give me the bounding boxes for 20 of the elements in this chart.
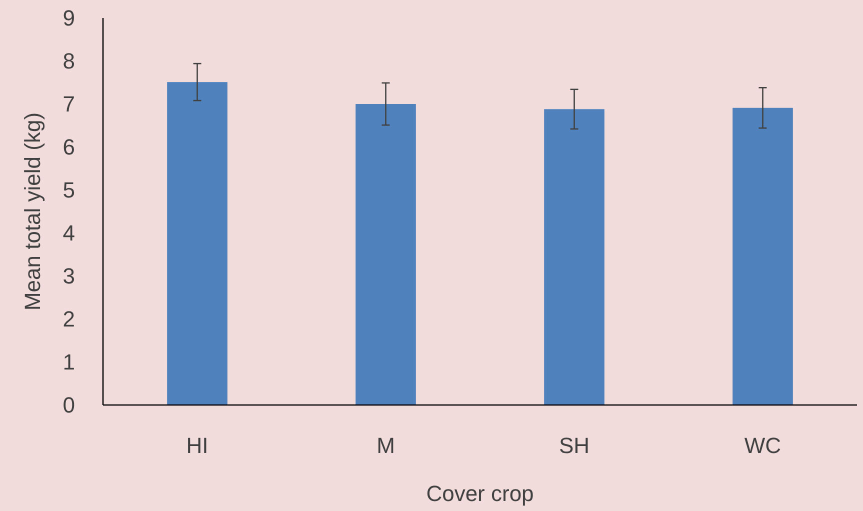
y-tick-label: 8 bbox=[62, 48, 75, 74]
bar bbox=[167, 82, 228, 405]
bar bbox=[732, 108, 793, 405]
x-tick-label: HI bbox=[186, 433, 208, 458]
y-tick-label: 0 bbox=[62, 392, 75, 418]
bar bbox=[356, 104, 416, 405]
x-axis-title: Cover crop bbox=[426, 481, 534, 506]
x-tick-label: WC bbox=[744, 433, 782, 458]
y-tick-label: 7 bbox=[62, 92, 75, 117]
y-tick-label: 4 bbox=[62, 220, 75, 246]
y-tick-label: 3 bbox=[62, 264, 75, 289]
bar bbox=[544, 109, 604, 405]
x-tick-label: SH bbox=[558, 433, 590, 458]
y-axis-title: Mean total yield (kg) bbox=[20, 112, 45, 311]
y-tick-label: 2 bbox=[62, 306, 75, 332]
y-tick-label: 1 bbox=[62, 350, 75, 375]
y-tick-label: 6 bbox=[62, 134, 75, 160]
y-tick-label: 5 bbox=[62, 178, 75, 203]
y-tick-label: 9 bbox=[62, 6, 75, 31]
x-tick-label: M bbox=[376, 433, 395, 458]
